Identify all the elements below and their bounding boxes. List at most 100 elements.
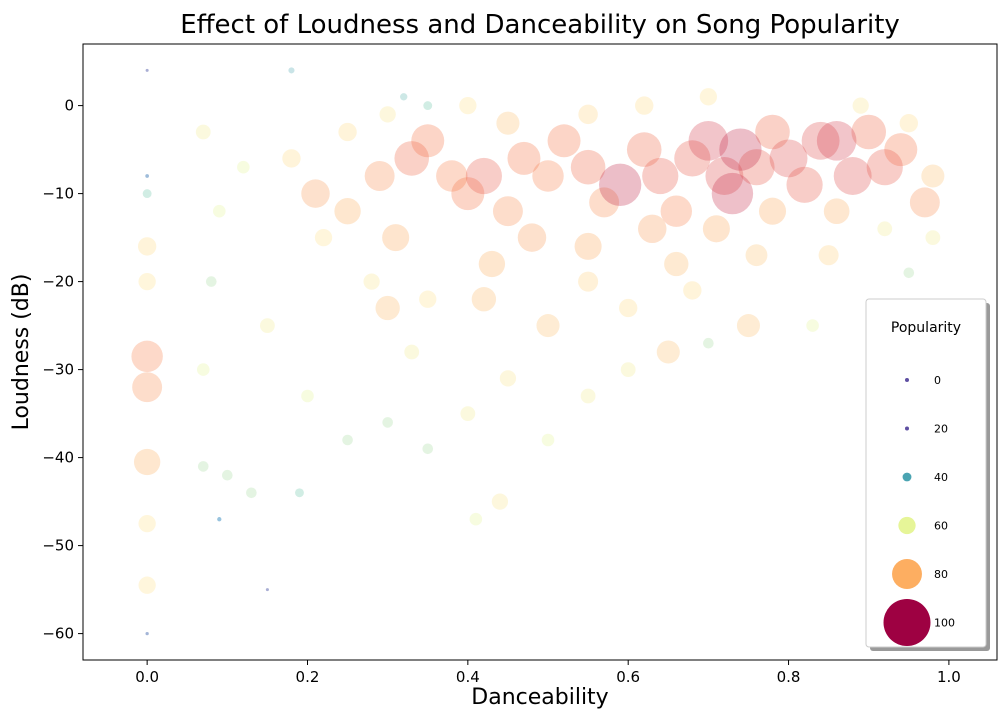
data-point: [705, 157, 744, 195]
data-point: [884, 133, 918, 167]
legend-marker: [883, 599, 931, 646]
data-point: [589, 187, 620, 218]
data-point: [478, 250, 506, 278]
y-tick-label: −40: [42, 449, 74, 467]
x-axis-label: Danceability: [471, 685, 608, 710]
data-point: [246, 487, 257, 499]
data-point: [382, 417, 393, 428]
data-point: [342, 434, 353, 446]
data-point: [451, 177, 485, 211]
x-tick-label: 0.4: [456, 668, 480, 686]
data-point: [137, 237, 157, 256]
legend: Popularity 0 20 40 60 80 100: [865, 298, 990, 651]
data-point: [806, 319, 819, 332]
data-point: [138, 272, 156, 291]
x-axis: 0.0 0.2 0.4 0.6 0.8 1.0: [135, 660, 961, 686]
data-point: [866, 149, 903, 186]
data-point: [145, 68, 149, 72]
legend-box: [865, 298, 987, 648]
data-point: [536, 314, 560, 338]
data-point: [459, 96, 477, 115]
data-point: [363, 273, 380, 290]
data-point: [570, 149, 606, 185]
data-point: [635, 96, 654, 115]
legend-label: 60: [934, 520, 948, 533]
data-point: [833, 157, 872, 195]
data-point: [334, 198, 361, 225]
y-tick-label: 0: [64, 97, 74, 115]
data-point: [465, 157, 502, 195]
legend-title: Popularity: [891, 320, 961, 336]
data-point: [222, 469, 233, 481]
data-point: [899, 114, 918, 133]
data-point: [702, 215, 730, 243]
y-tick-label: −10: [42, 185, 74, 203]
data-point: [877, 221, 893, 237]
data-point: [205, 276, 217, 287]
data-point: [423, 101, 433, 111]
data-point: [237, 160, 250, 174]
data-point: [738, 149, 775, 186]
data-point: [133, 448, 161, 476]
data-point: [660, 195, 693, 227]
data-point: [382, 224, 410, 252]
data-point: [541, 433, 555, 447]
data-point: [217, 517, 222, 522]
x-tick-label: 0.8: [777, 668, 801, 686]
data-point: [626, 132, 662, 167]
data-point: [195, 124, 211, 140]
data-point: [491, 493, 509, 510]
data-point: [422, 443, 434, 455]
data-point: [364, 161, 395, 191]
data-point: [758, 197, 787, 225]
data-point: [404, 344, 420, 360]
data-point: [131, 340, 163, 373]
data-point: [469, 512, 483, 526]
legend-marker: [905, 378, 909, 382]
legend-label: 0: [934, 374, 941, 387]
data-point: [436, 160, 468, 192]
y-tick-label: −30: [42, 361, 74, 379]
data-point: [786, 166, 823, 203]
data-point: [301, 179, 330, 208]
data-point: [755, 114, 790, 150]
data-point: [683, 281, 702, 300]
data-point: [288, 67, 295, 74]
data-point: [419, 290, 437, 308]
data-point: [338, 122, 357, 142]
y-tick-label: −20: [42, 273, 74, 291]
data-point: [703, 337, 714, 349]
data-point: [699, 88, 718, 106]
data-point: [578, 271, 599, 292]
data-point: [517, 223, 547, 252]
x-tick-label: 1.0: [937, 668, 961, 686]
data-point: [138, 576, 156, 594]
data-point: [394, 141, 430, 176]
data-point: [314, 228, 333, 247]
y-tick-label: −50: [42, 537, 74, 555]
chart-title: Effect of Loudness and Danceability on S…: [180, 10, 900, 40]
data-point: [142, 189, 152, 199]
data-point: [921, 164, 945, 188]
data-point: [599, 163, 642, 206]
data-point: [851, 114, 887, 150]
y-axis-label: Loudness (dB): [9, 274, 34, 431]
legend-label: 40: [934, 471, 948, 484]
data-point: [638, 214, 667, 244]
data-point: [471, 287, 497, 312]
data-point: [674, 140, 711, 177]
data-point: [400, 93, 408, 101]
x-tick-label: 0.0: [135, 668, 159, 686]
legend-label: 20: [934, 423, 948, 436]
data-point: [265, 588, 269, 592]
data-point: [213, 204, 226, 218]
data-point: [642, 157, 679, 195]
data-point: [547, 124, 581, 158]
data-point: [823, 198, 850, 225]
legend-marker: [892, 559, 922, 589]
data-point: [138, 514, 156, 533]
data-point: [745, 244, 768, 267]
data-point: [460, 406, 476, 422]
data-point: [295, 488, 304, 498]
